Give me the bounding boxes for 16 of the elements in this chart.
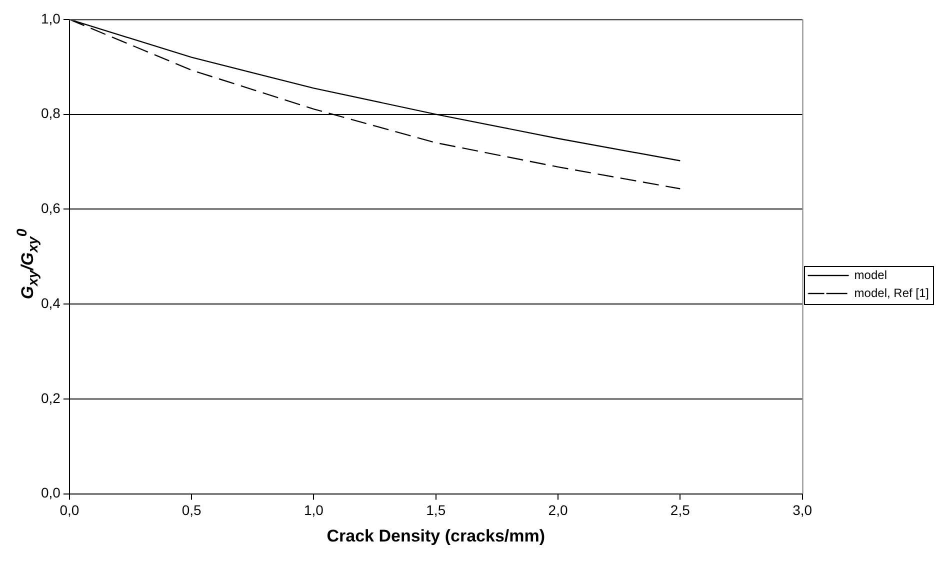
x-tick-label: 2,0: [548, 502, 568, 518]
x-tick-label: 0,5: [182, 502, 202, 518]
y-tick-label: 1,0: [40, 10, 61, 26]
x-tick-label: 1,0: [304, 502, 324, 518]
x-tick-label: 0,0: [60, 502, 80, 518]
y-tick-label: 0,8: [40, 105, 61, 122]
legend-label: model, Ref [1]: [854, 286, 929, 300]
x-tick-label: 3,0: [792, 502, 812, 518]
x-tick-label: 1,5: [426, 502, 446, 518]
y-tick-label: 0,2: [40, 390, 61, 406]
x-tick-label: 2,5: [670, 502, 690, 518]
legend-label: model: [854, 268, 887, 282]
y-tick-label: 0,0: [40, 484, 61, 501]
y-tick-label: 0,4: [40, 294, 61, 311]
y-tick-label: 0,6: [40, 200, 61, 216]
x-axis-title: Crack Density (cracks/mm): [326, 526, 546, 546]
